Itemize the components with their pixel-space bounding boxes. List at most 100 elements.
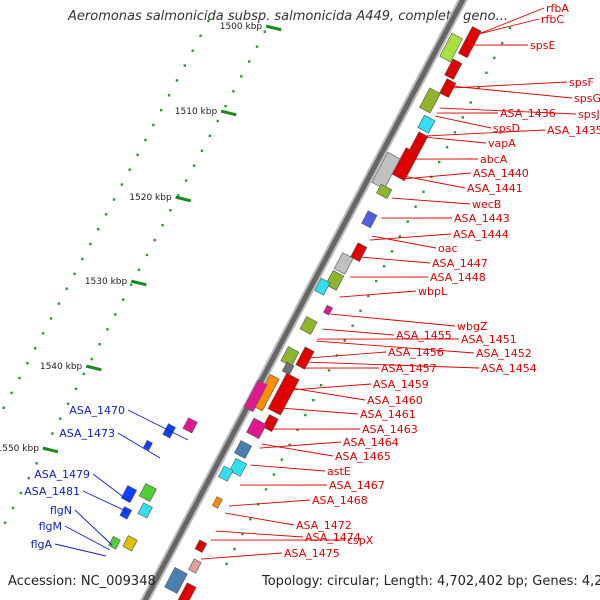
gene-forward[interactable] (211, 496, 223, 509)
gene-label-asa-1451[interactable]: ASA_1451 (461, 333, 517, 346)
backbone (142, 0, 466, 600)
gene-forward[interactable] (267, 372, 300, 416)
gene-forward[interactable] (376, 183, 393, 199)
gene-forward[interactable] (281, 361, 295, 376)
gene-forward[interactable] (439, 78, 457, 98)
gene-label-asa-1436[interactable]: ASA_1436 (500, 107, 556, 120)
gene-forward[interactable] (323, 304, 333, 316)
gene-forward[interactable] (371, 151, 401, 190)
gene-forward[interactable] (350, 242, 368, 262)
gene-leader-line (339, 290, 417, 298)
gene-label-asa-1456[interactable]: ASA_1456 (388, 346, 444, 359)
gene-label-asa-1470[interactable]: ASA_1470 (69, 404, 125, 417)
gene-forward[interactable] (314, 277, 331, 296)
gene-label-wbgz[interactable]: wbgZ (457, 320, 488, 333)
gene-label-spsd[interactable]: spsD (493, 122, 520, 135)
gene-label-asa-1435[interactable]: ASA_1435 (547, 124, 600, 137)
gene-reverse[interactable] (138, 483, 157, 502)
gene-label-asa-1444[interactable]: ASA_1444 (453, 228, 509, 241)
gene-leader-line (322, 328, 395, 336)
gene-label-spsg[interactable]: spsG (574, 92, 600, 105)
scale-tick-label: 1550 kbp (0, 444, 39, 454)
gene-label-asa-1454[interactable]: ASA_1454 (481, 362, 537, 375)
scale-ring-dot (263, 30, 267, 33)
gene-label-spsf[interactable]: spsF (569, 76, 594, 89)
gene-forward[interactable] (439, 32, 463, 63)
gene-forward[interactable] (325, 270, 345, 291)
gene-leader-line (290, 383, 372, 391)
gene-label-asa-1475[interactable]: ASA_1475 (284, 547, 340, 560)
gene-forward[interactable] (234, 440, 253, 459)
gene-label-asa-1473[interactable]: ASA_1473 (59, 427, 115, 440)
gene-label-cspx[interactable]: cspX (347, 534, 374, 547)
gene-label-rfba[interactable]: rfbA (546, 2, 569, 15)
gene-label-vapa[interactable]: vapA (488, 137, 516, 150)
gene-label-asa-1452[interactable]: ASA_1452 (476, 347, 532, 360)
gene-label-spsj[interactable]: spsJ (578, 108, 600, 121)
gene-label-asa-1455[interactable]: ASA_1455 (396, 329, 452, 342)
gene-forward[interactable] (229, 457, 248, 477)
gene-label-flgm[interactable]: flgM (39, 520, 62, 533)
gene-forward[interactable] (457, 26, 482, 59)
gene-forward[interactable] (361, 210, 378, 229)
gene-forward[interactable] (262, 414, 279, 433)
gene-label-spse[interactable]: spsE (530, 39, 555, 52)
scale-ring-dot (51, 432, 54, 435)
gene-forward[interactable] (243, 379, 268, 412)
gene-label-asa-1459[interactable]: ASA_1459 (373, 378, 429, 391)
inner-ring-dot (264, 488, 268, 491)
gene-label-abca[interactable]: abcA (480, 153, 508, 166)
gene-label-wecb[interactable]: wecB (472, 198, 501, 211)
gene-label-rfbc[interactable]: rfbC (541, 13, 564, 26)
inner-ring-dot (280, 458, 283, 461)
gene-reverse[interactable] (137, 502, 153, 519)
gene-label-asa-1479[interactable]: ASA_1479 (34, 468, 90, 481)
gene-forward[interactable] (333, 252, 354, 275)
gene-label-asa-1448[interactable]: ASA_1448 (430, 271, 486, 284)
gene-forward[interactable] (194, 539, 208, 553)
gene-label-asa-1472[interactable]: ASA_1472 (296, 519, 352, 532)
scale-ring-dot (216, 119, 219, 123)
gene-reverse[interactable] (182, 417, 198, 434)
gene-forward[interactable] (218, 465, 234, 482)
gene-forward[interactable] (177, 582, 197, 600)
gene-leader-line (391, 197, 471, 205)
gene-forward[interactable] (419, 87, 441, 114)
gene-label-asa-1467[interactable]: ASA_1467 (329, 479, 385, 492)
gene-forward[interactable] (164, 567, 188, 594)
gene-forward[interactable] (444, 58, 463, 80)
gene-label-asa-1464[interactable]: ASA_1464 (343, 436, 399, 449)
gene-label-oac[interactable]: oac (438, 242, 458, 255)
gene-label-wbpl[interactable]: wbpL (418, 285, 448, 298)
outer-ring-dot (57, 302, 61, 305)
inner-ring-dot (398, 235, 402, 238)
outer-ring-dot (207, 19, 210, 23)
gene-label-asa-1457[interactable]: ASA_1457 (381, 362, 437, 375)
gene-label-asa-1468[interactable]: ASA_1468 (312, 494, 368, 507)
gene-label-asa-1441[interactable]: ASA_1441 (467, 182, 523, 195)
gene-label-asa-1474[interactable]: ASA_1474 (305, 531, 361, 544)
gene-label-asa-1440[interactable]: ASA_1440 (473, 167, 529, 180)
gene-label-flgn[interactable]: flgN (50, 504, 72, 517)
gene-label-asa-1447[interactable]: ASA_1447 (432, 257, 488, 270)
gene-label-asa-1460[interactable]: ASA_1460 (367, 394, 423, 407)
gene-forward[interactable] (417, 114, 436, 134)
gene-label-asa-1481[interactable]: ASA_1481 (24, 485, 80, 498)
gene-forward[interactable] (188, 558, 202, 574)
gene-label-aste[interactable]: astE (327, 465, 351, 478)
gene-label-flga[interactable]: flgA (31, 538, 53, 551)
gene-forward[interactable] (246, 417, 267, 440)
gene-label-asa-1461[interactable]: ASA_1461 (360, 408, 416, 421)
gene-label-asa-1443[interactable]: ASA_1443 (454, 212, 510, 225)
gene-reverse[interactable] (143, 439, 153, 451)
gene-label-asa-1465[interactable]: ASA_1465 (335, 450, 391, 463)
inner-ring-dot (422, 190, 425, 193)
gene-forward[interactable] (295, 346, 315, 370)
gene-reverse[interactable] (120, 485, 138, 504)
gene-forward[interactable] (299, 316, 318, 335)
gene-reverse[interactable] (108, 536, 121, 550)
gene-reverse[interactable] (122, 535, 138, 552)
gene-label-asa-1463[interactable]: ASA_1463 (362, 423, 418, 436)
gene-reverse[interactable] (119, 506, 133, 520)
